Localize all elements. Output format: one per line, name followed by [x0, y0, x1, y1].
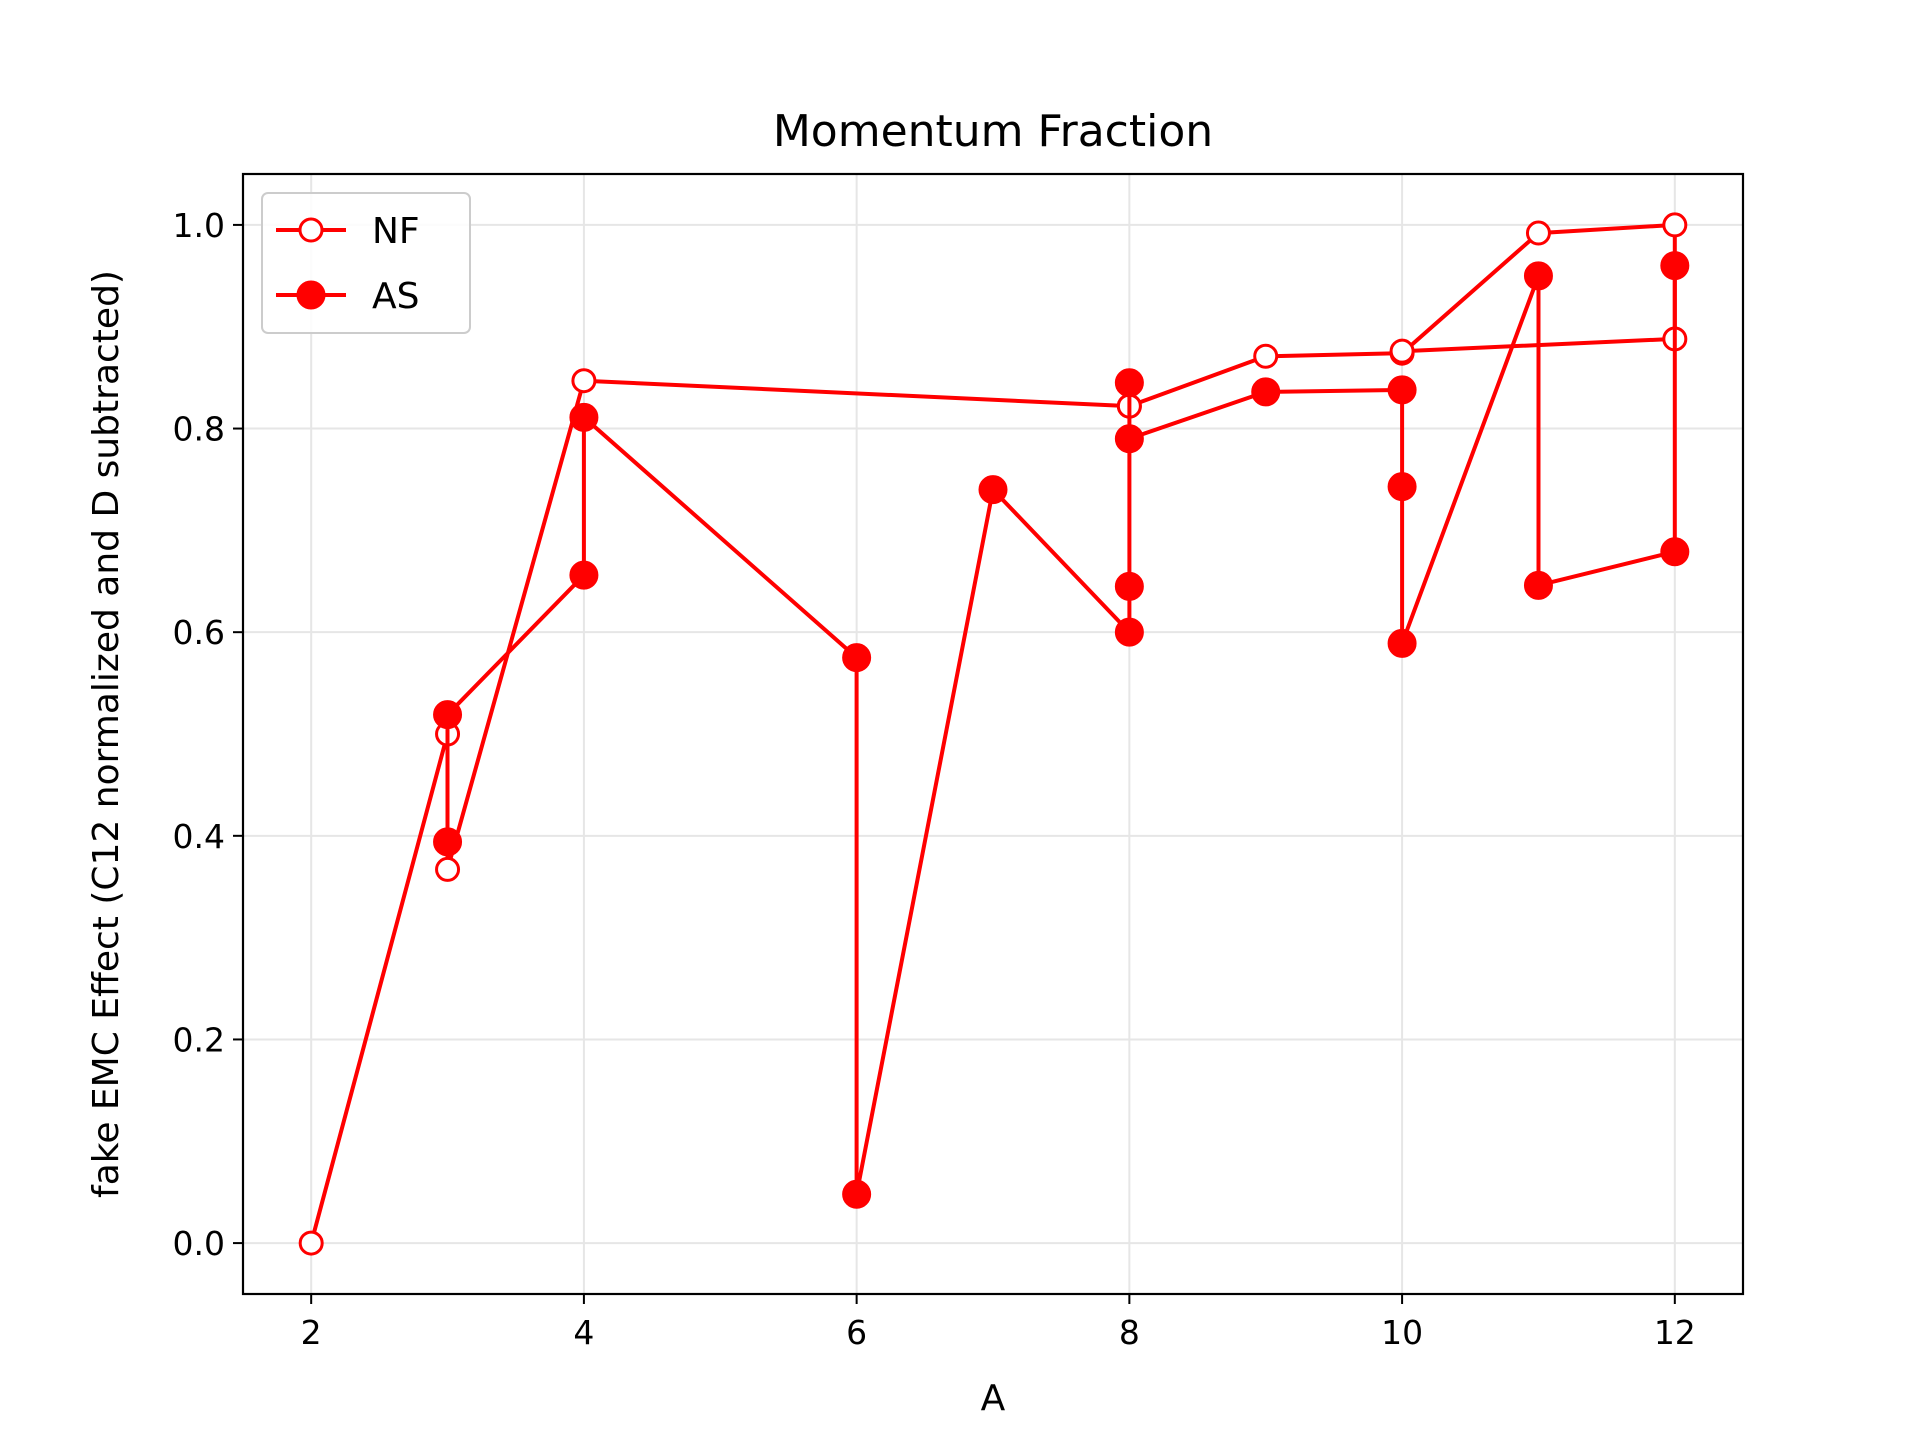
y-tick-label: 0.8: [173, 410, 225, 449]
data-point-nf: [1253, 343, 1279, 369]
data-point-as: [1523, 570, 1553, 600]
series-layer: [298, 212, 1690, 1256]
y-tick-label: 0.0: [173, 1224, 225, 1263]
data-point-nf: [298, 1230, 324, 1256]
x-tick-label: 10: [1381, 1313, 1423, 1352]
data-point-as: [1114, 368, 1144, 398]
x-tick-label: 4: [573, 1313, 594, 1352]
legend-marker: [298, 217, 324, 243]
legend-item-as: AS: [276, 276, 419, 317]
plot-area-frame: [241, 172, 1745, 1296]
series-as: [433, 251, 1690, 1209]
x-tick-label: 8: [1119, 1313, 1140, 1352]
data-point-nf: [435, 856, 461, 882]
x-tick-label: 2: [301, 1313, 322, 1352]
data-point-as: [1387, 628, 1417, 658]
legend-marker: [296, 280, 326, 310]
data-point-as: [978, 475, 1008, 505]
legend-item-nf: NF: [276, 211, 420, 252]
data-point-as: [1114, 571, 1144, 601]
y-tick-label: 1.0: [173, 206, 225, 245]
data-point-nf: [1389, 338, 1415, 364]
data-point-nf: [1662, 212, 1688, 238]
data-point-as: [433, 700, 463, 730]
x-tick-label: 12: [1654, 1313, 1696, 1352]
legend-label: AS: [372, 276, 419, 317]
data-point-as: [1251, 377, 1281, 407]
y-tick-label: 0.4: [173, 817, 225, 856]
data-point-as: [1387, 472, 1417, 502]
y-tick-label: 0.2: [173, 1020, 225, 1059]
x-axis-label: A: [981, 1378, 1006, 1419]
data-point-as: [1660, 251, 1690, 281]
data-point-as: [1523, 261, 1553, 291]
data-point-as: [569, 560, 599, 590]
data-point-as: [1114, 617, 1144, 647]
y-axis-label: fake EMC Effect (C12 normalized and D su…: [86, 270, 127, 1198]
data-point-nf: [1525, 220, 1551, 246]
chart-title: Momentum Fraction: [773, 106, 1213, 157]
legend-box: [261, 192, 471, 334]
data-point-nf: [571, 368, 597, 394]
data-point-as: [842, 643, 872, 673]
data-point-as: [1387, 375, 1417, 405]
x-tick-label: 6: [846, 1313, 867, 1352]
legend: NF AS: [261, 192, 471, 334]
data-point-as: [569, 402, 599, 432]
axis-ticks: 2 4 6 8 10 12 0.0 0.2 0.4 0.6 0.8 1.0: [173, 206, 1696, 1352]
legend-label: NF: [372, 211, 420, 252]
data-point-as: [1114, 424, 1144, 454]
data-point-as: [433, 827, 463, 857]
data-point-as: [1660, 537, 1690, 567]
y-tick-label: 0.6: [173, 613, 225, 652]
data-point-as: [842, 1179, 872, 1209]
